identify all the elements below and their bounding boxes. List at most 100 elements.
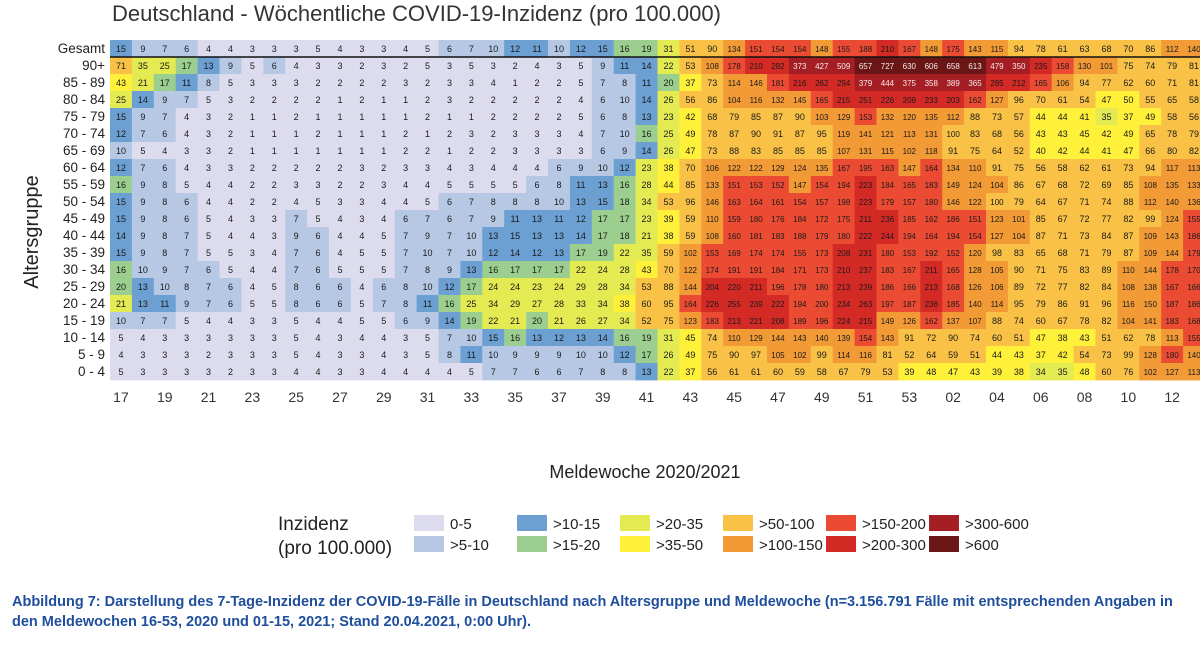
heatmap-cell xyxy=(964,142,987,160)
cell-value-label: 102 xyxy=(903,147,917,156)
heatmap-cell xyxy=(416,108,439,126)
cell-value-label: 210 xyxy=(749,62,763,71)
cell-value-label: 124 xyxy=(793,164,807,173)
heatmap-cell xyxy=(219,142,242,160)
cell-value-label: 10 xyxy=(138,265,148,275)
heatmap-cell xyxy=(788,40,812,58)
cell-value-label: 108 xyxy=(706,232,720,241)
heatmap-cell xyxy=(701,210,724,228)
heatmap-cell xyxy=(1139,142,1162,160)
heatmap-cell xyxy=(504,142,527,160)
heatmap-cell xyxy=(591,125,615,143)
cell-value-label: 3 xyxy=(140,350,145,360)
cell-value-label: 62 xyxy=(1123,78,1133,88)
cell-value-label: 4 xyxy=(294,367,299,377)
cell-value-label: 13 xyxy=(532,333,542,343)
cell-value-label: 191 xyxy=(749,266,763,275)
x-tick-label: 43 xyxy=(683,389,699,405)
legend-swatch xyxy=(414,536,444,552)
cell-value-label: 72 xyxy=(1080,180,1090,190)
cell-value-label: 153 xyxy=(706,249,720,258)
cell-value-label: 9 xyxy=(447,265,452,275)
cell-value-label: 77 xyxy=(1101,214,1111,224)
cell-value-label: 2 xyxy=(381,78,386,88)
x-tick-label: 49 xyxy=(814,389,830,405)
cell-value-label: 11 xyxy=(576,180,585,190)
heatmap-cell xyxy=(635,210,658,228)
cell-value-label: 3 xyxy=(228,350,233,360)
cell-value-label: 5 xyxy=(359,265,364,275)
heatmap-cell xyxy=(372,40,396,58)
cell-value-label: 3 xyxy=(250,214,255,224)
heatmap-cell xyxy=(767,176,790,194)
cell-value-label: 47 xyxy=(1123,146,1133,156)
cell-value-label: 3 xyxy=(206,112,211,122)
cell-value-label: 12 xyxy=(576,44,586,54)
cell-value-label: 11 xyxy=(532,44,541,54)
cell-value-label: 4 xyxy=(359,333,364,343)
cell-value-label: 10 xyxy=(554,197,564,207)
cell-value-label: 168 xyxy=(946,283,960,292)
heatmap-cell xyxy=(569,40,593,58)
cell-value-label: 39 xyxy=(992,367,1002,377)
cell-value-label: 68 xyxy=(707,112,717,122)
cell-value-label: 165 xyxy=(946,266,960,275)
heatmap-cell xyxy=(1117,57,1140,75)
cell-value-label: 15 xyxy=(116,248,126,258)
heatmap-cell xyxy=(745,57,768,75)
cell-value-label: 4 xyxy=(294,197,299,207)
cell-value-label: 3 xyxy=(162,333,167,343)
cell-value-label: 86 xyxy=(1058,299,1068,309)
heatmap-cell xyxy=(1183,125,1200,143)
cell-value-label: 8 xyxy=(600,367,605,377)
cell-value-label: 151 xyxy=(727,181,741,190)
heatmap-cell xyxy=(1139,176,1162,194)
cell-value-label: 7 xyxy=(381,299,386,309)
heatmap-cell xyxy=(591,57,615,75)
heatmap-cell xyxy=(1117,91,1140,109)
cell-value-label: 2 xyxy=(535,95,540,105)
cell-value-label: 19 xyxy=(642,44,652,54)
heatmap-cell xyxy=(810,108,834,126)
cell-value-label: 146 xyxy=(706,198,720,207)
cell-value-label: 59 xyxy=(685,214,695,224)
cell-value-label: 11 xyxy=(467,350,476,360)
cell-value-label: 3 xyxy=(162,350,167,360)
cell-value-label: 53 xyxy=(685,61,695,71)
heatmap-cell xyxy=(898,210,921,228)
cell-value-label: 179 xyxy=(881,198,895,207)
cell-value-label: 13 xyxy=(138,282,148,292)
heatmap-cell xyxy=(986,193,1009,211)
row-label: 60 - 64 xyxy=(63,160,106,175)
cell-value-label: 236 xyxy=(881,215,895,224)
heatmap-cell xyxy=(394,193,417,211)
cell-value-label: 116 xyxy=(1122,300,1135,309)
cell-value-label: 24 xyxy=(510,282,520,292)
cell-value-label: 3 xyxy=(316,61,321,71)
cell-value-label: 140 xyxy=(1165,198,1179,207)
cell-value-label: 3 xyxy=(359,197,364,207)
heatmap-cell xyxy=(1117,125,1140,143)
heatmap-cell xyxy=(548,176,571,194)
cell-value-label: 52 xyxy=(904,350,914,360)
heatmap-cell xyxy=(942,108,965,126)
cell-value-label: 2 xyxy=(535,78,540,88)
cell-value-label: 11 xyxy=(510,214,519,224)
cell-value-label: 7 xyxy=(184,248,189,258)
legend-label: >35-50 xyxy=(656,537,703,554)
heatmap-cell xyxy=(548,193,571,211)
cell-value-label: 38 xyxy=(620,299,630,309)
cell-value-label: 178 xyxy=(793,283,807,292)
heatmap-cell xyxy=(701,125,724,143)
heatmap-cell xyxy=(920,142,943,160)
cell-value-label: 144 xyxy=(771,334,785,343)
cell-value-label: 4 xyxy=(578,129,583,139)
cell-value-label: 108 xyxy=(1144,181,1158,190)
heatmap-cell xyxy=(1073,125,1096,143)
heatmap-cell xyxy=(745,125,768,143)
heatmap-cell xyxy=(942,193,965,211)
heatmap-cell xyxy=(1095,57,1118,75)
cell-value-label: 223 xyxy=(859,181,873,190)
x-tick-label: 21 xyxy=(201,389,217,405)
heatmap-cell xyxy=(307,74,330,92)
